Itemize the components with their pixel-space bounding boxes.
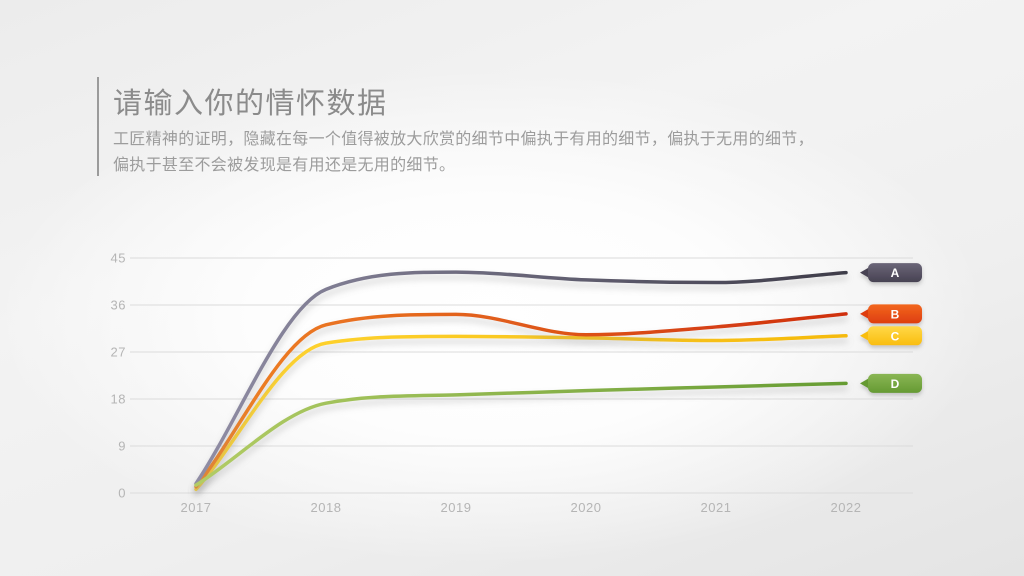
ytick-label-18: 18	[111, 392, 126, 407]
badge-label-A: A	[891, 266, 900, 280]
line-series-B	[194, 312, 848, 489]
badge-body-D	[868, 373, 922, 393]
badge-tail-A	[860, 267, 870, 279]
legend-badge-D: D	[860, 373, 922, 393]
title-accent-bar	[97, 77, 99, 176]
ytick-label-36: 36	[111, 298, 126, 313]
xtick-label-2021: 2021	[701, 500, 732, 515]
ytick-label-45: 45	[111, 251, 126, 266]
ytick-label-0: 0	[118, 486, 126, 501]
xtick-label-2022: 2022	[831, 500, 862, 515]
line-series-C	[194, 334, 848, 492]
badge-body-C	[868, 326, 922, 346]
slide-title: 请输入你的情怀数据	[113, 88, 388, 120]
badge-tail-C	[860, 330, 870, 342]
legend-badge-B: B	[860, 304, 922, 324]
legend-badge-A: A	[860, 263, 922, 283]
ytick-label-27: 27	[111, 345, 126, 360]
badge-tail-B	[860, 308, 870, 320]
badge-label-B: B	[891, 307, 900, 321]
subtitle-line-1: 工匠精神的证明，隐藏在每一个值得被放大欣赏的细节中偏执于有用的细节，偏执于无用的…	[113, 131, 814, 148]
slide-subtitle: 工匠精神的证明，隐藏在每一个值得被放大欣赏的细节中偏执于有用的细节，偏执于无用的…	[113, 127, 814, 179]
badge-body-A	[868, 263, 922, 283]
line-series-D	[194, 381, 848, 487]
badge-label-C: C	[891, 329, 900, 343]
ytick-label-9: 9	[118, 439, 126, 454]
subtitle-line-2: 偏执于甚至不会被发现是有用还是无用的细节。	[113, 157, 456, 174]
xtick-label-2018: 2018	[311, 500, 342, 515]
xtick-label-2017: 2017	[181, 500, 212, 515]
line-series-A	[194, 270, 848, 486]
xtick-label-2020: 2020	[571, 500, 602, 515]
badge-body-B	[868, 304, 922, 324]
badge-label-D: D	[891, 377, 900, 391]
legend-badge-C: C	[860, 326, 922, 346]
xtick-label-2019: 2019	[441, 500, 472, 515]
badge-tail-D	[860, 377, 870, 389]
grid-and-axes: 0 9 18 27 36 45 2017 2018 2019 2020 2021 2022	[111, 251, 913, 515]
